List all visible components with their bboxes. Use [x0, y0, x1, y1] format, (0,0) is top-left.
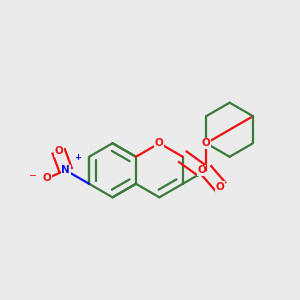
Text: N: N — [61, 165, 70, 175]
Text: O: O — [155, 138, 164, 148]
Text: O: O — [54, 146, 63, 156]
Text: O: O — [43, 173, 51, 183]
Text: −: − — [29, 171, 37, 182]
Text: +: + — [74, 153, 81, 162]
Text: O: O — [197, 165, 206, 175]
Text: O: O — [202, 138, 211, 148]
Text: O: O — [216, 182, 225, 191]
